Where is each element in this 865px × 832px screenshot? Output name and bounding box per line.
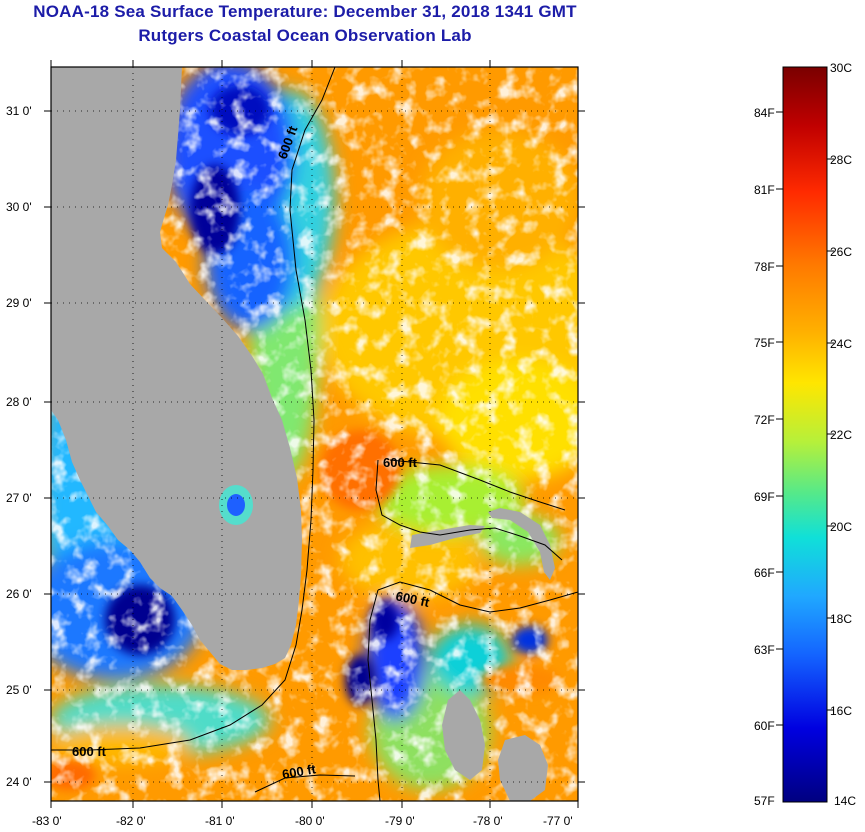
- lat-label: 27 0': [6, 491, 32, 505]
- isobath-label: 600 ft: [383, 455, 418, 470]
- lat-label: 28 0': [6, 395, 32, 409]
- fahrenheit-label: 63F: [754, 643, 775, 657]
- map-subtitle: Rutgers Coastal Ocean Observation Lab: [138, 26, 472, 45]
- abaco: [488, 508, 555, 580]
- fahrenheit-label: 69F: [754, 490, 775, 504]
- longitude-labels: -83 0' -82 0' -81 0' -80 0' -79 0' -78 0…: [32, 814, 573, 828]
- isobath-labels: 600 ft 600 ft 600 ft 600 ft 600 ft: [72, 123, 431, 782]
- fahrenheit-label: 66F: [754, 566, 775, 580]
- big-bend-coast: [51, 67, 74, 310]
- celsius-label: 14C: [834, 794, 856, 808]
- lon-label: -82 0': [116, 814, 146, 828]
- lat-label: 26 0': [6, 587, 32, 601]
- celsius-label: 28C: [830, 153, 852, 167]
- celsius-label: 20C: [830, 520, 852, 534]
- isobath-contours: [51, 67, 578, 801]
- celsius-label: 26C: [830, 245, 852, 259]
- map-title: NOAA-18 Sea Surface Temperature: Decembe…: [33, 2, 577, 21]
- sst-field: [51, 67, 578, 801]
- lat-label: 29 0': [6, 296, 32, 310]
- graticule: [51, 67, 578, 801]
- celsius-label: 18C: [830, 612, 852, 626]
- lon-label: -83 0': [32, 814, 62, 828]
- lat-label: 25 0': [6, 683, 32, 697]
- isobath-label: 600 ft: [394, 588, 431, 610]
- fahrenheit-label: 81F: [754, 183, 775, 197]
- lon-label: -81 0': [205, 814, 235, 828]
- latitude-labels: 31 0' 30 0' 29 0' 28 0' 27 0' 26 0' 25 0…: [6, 104, 32, 789]
- lon-label: -77 0': [543, 814, 573, 828]
- exuma-islands: [498, 735, 548, 801]
- fahrenheit-label: 57F: [754, 794, 775, 808]
- lat-label: 31 0': [6, 104, 32, 118]
- lon-label: -80 0': [295, 814, 325, 828]
- temperature-colorbar: 30C 28C 26C 24C 22C 20C 18C 16C 14C 84F …: [754, 61, 856, 808]
- axis-ticks: [44, 60, 585, 808]
- fahrenheit-label: 78F: [754, 260, 775, 274]
- celsius-label: 22C: [830, 428, 852, 442]
- celsius-label: 30C: [830, 61, 852, 75]
- celsius-label: 16C: [830, 704, 852, 718]
- isobath-label: 600 ft: [281, 761, 318, 782]
- lon-label: -78 0': [473, 814, 503, 828]
- andros: [442, 690, 485, 780]
- lat-label: 24 0': [6, 775, 32, 789]
- colorbar-gradient: [782, 66, 828, 803]
- isobath-label: 600 ft: [72, 744, 107, 759]
- fahrenheit-label: 84F: [754, 106, 775, 120]
- map-frame: [50, 66, 579, 802]
- fahrenheit-label: 72F: [754, 413, 775, 427]
- lat-label: 30 0': [6, 200, 32, 214]
- celsius-label: 24C: [830, 337, 852, 351]
- lon-label: -79 0': [385, 814, 415, 828]
- fahrenheit-label: 60F: [754, 719, 775, 733]
- fahrenheit-label: 75F: [754, 336, 775, 350]
